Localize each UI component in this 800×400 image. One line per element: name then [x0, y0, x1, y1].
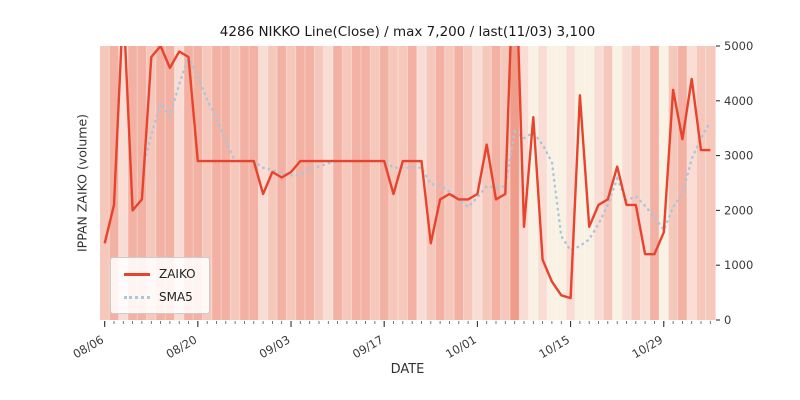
day-band	[482, 46, 492, 320]
day-band	[426, 46, 437, 320]
day-band	[360, 46, 371, 320]
x-tick-label: 09/17	[350, 332, 386, 361]
day-band	[668, 46, 679, 320]
day-band	[612, 46, 623, 320]
day-band	[603, 46, 614, 320]
day-band	[370, 46, 381, 320]
day-band	[463, 46, 474, 320]
day-band	[472, 46, 483, 320]
x-tick-label: 10/01	[443, 332, 479, 361]
day-band	[351, 46, 362, 320]
day-band	[705, 46, 716, 320]
day-band	[565, 46, 576, 320]
zaiko-line-sample-icon	[124, 272, 150, 276]
day-band	[398, 46, 409, 320]
y-tick-label: 0	[724, 313, 731, 327]
y-tick-label: 5000	[724, 39, 753, 53]
day-band	[100, 46, 110, 320]
day-band	[593, 46, 604, 320]
day-band	[528, 46, 539, 320]
y-tick-label: 3000	[724, 149, 753, 163]
day-band	[631, 46, 642, 320]
day-band	[211, 46, 222, 320]
y-tick-label: 2000	[724, 203, 753, 217]
background-bands	[100, 46, 716, 320]
day-band	[547, 46, 558, 320]
day-band	[127, 46, 138, 320]
day-band	[118, 46, 129, 320]
day-band	[519, 46, 530, 320]
day-band	[416, 46, 427, 320]
day-band	[249, 46, 260, 320]
day-band	[314, 46, 325, 320]
legend-label-sma5: SMA5	[159, 290, 193, 304]
day-band	[221, 46, 232, 320]
day-band	[155, 46, 166, 320]
day-band	[575, 46, 586, 320]
legend: ZAIKO SMA5	[110, 257, 210, 314]
x-tick-label: 10/29	[630, 332, 666, 361]
day-band	[556, 46, 567, 320]
day-band	[239, 46, 250, 320]
x-tick-label: 09/03	[257, 332, 293, 361]
day-band	[537, 46, 548, 320]
x-tick-label: 08/06	[70, 332, 106, 361]
y-tick-label: 1000	[724, 258, 753, 272]
chart-title: 4286 NIKKO Line(Close) / max 7,200 / las…	[219, 24, 596, 40]
legend-label-zaiko: ZAIKO	[159, 267, 196, 281]
day-band	[388, 46, 399, 320]
day-band	[323, 46, 334, 320]
day-band	[165, 46, 176, 320]
day-band	[305, 46, 315, 320]
day-band	[491, 46, 502, 320]
day-band	[230, 46, 241, 320]
day-band	[435, 46, 446, 320]
zaiko-line	[103, 46, 711, 300]
day-band	[286, 46, 297, 320]
y-tick-label: 4000	[724, 94, 753, 108]
day-band	[202, 46, 213, 320]
legend-item-zaiko: ZAIKO	[124, 267, 196, 281]
day-band	[146, 46, 157, 320]
day-band	[277, 46, 287, 320]
x-tick-label: 08/20	[164, 332, 200, 361]
day-band	[342, 46, 353, 320]
day-band	[659, 46, 670, 320]
day-band	[584, 46, 595, 320]
day-band	[677, 46, 688, 320]
day-band	[687, 46, 697, 320]
day-band	[649, 46, 660, 320]
day-band	[193, 46, 204, 320]
day-band	[267, 46, 278, 320]
day-band	[174, 46, 185, 320]
day-band	[332, 46, 343, 320]
day-band	[407, 46, 418, 320]
day-band	[258, 46, 269, 320]
day-band	[696, 46, 707, 320]
day-band	[621, 46, 632, 320]
day-band	[379, 46, 390, 320]
day-band	[444, 46, 455, 320]
sma5-line-sample-icon	[124, 295, 150, 299]
day-band	[640, 46, 651, 320]
day-band	[183, 46, 194, 320]
day-band	[510, 46, 520, 320]
x-axis-label: DATE	[390, 362, 425, 377]
day-band	[454, 46, 465, 320]
x-tick-label: 10/15	[536, 332, 572, 361]
day-band	[295, 46, 306, 320]
legend-item-sma5: SMA5	[124, 290, 196, 304]
